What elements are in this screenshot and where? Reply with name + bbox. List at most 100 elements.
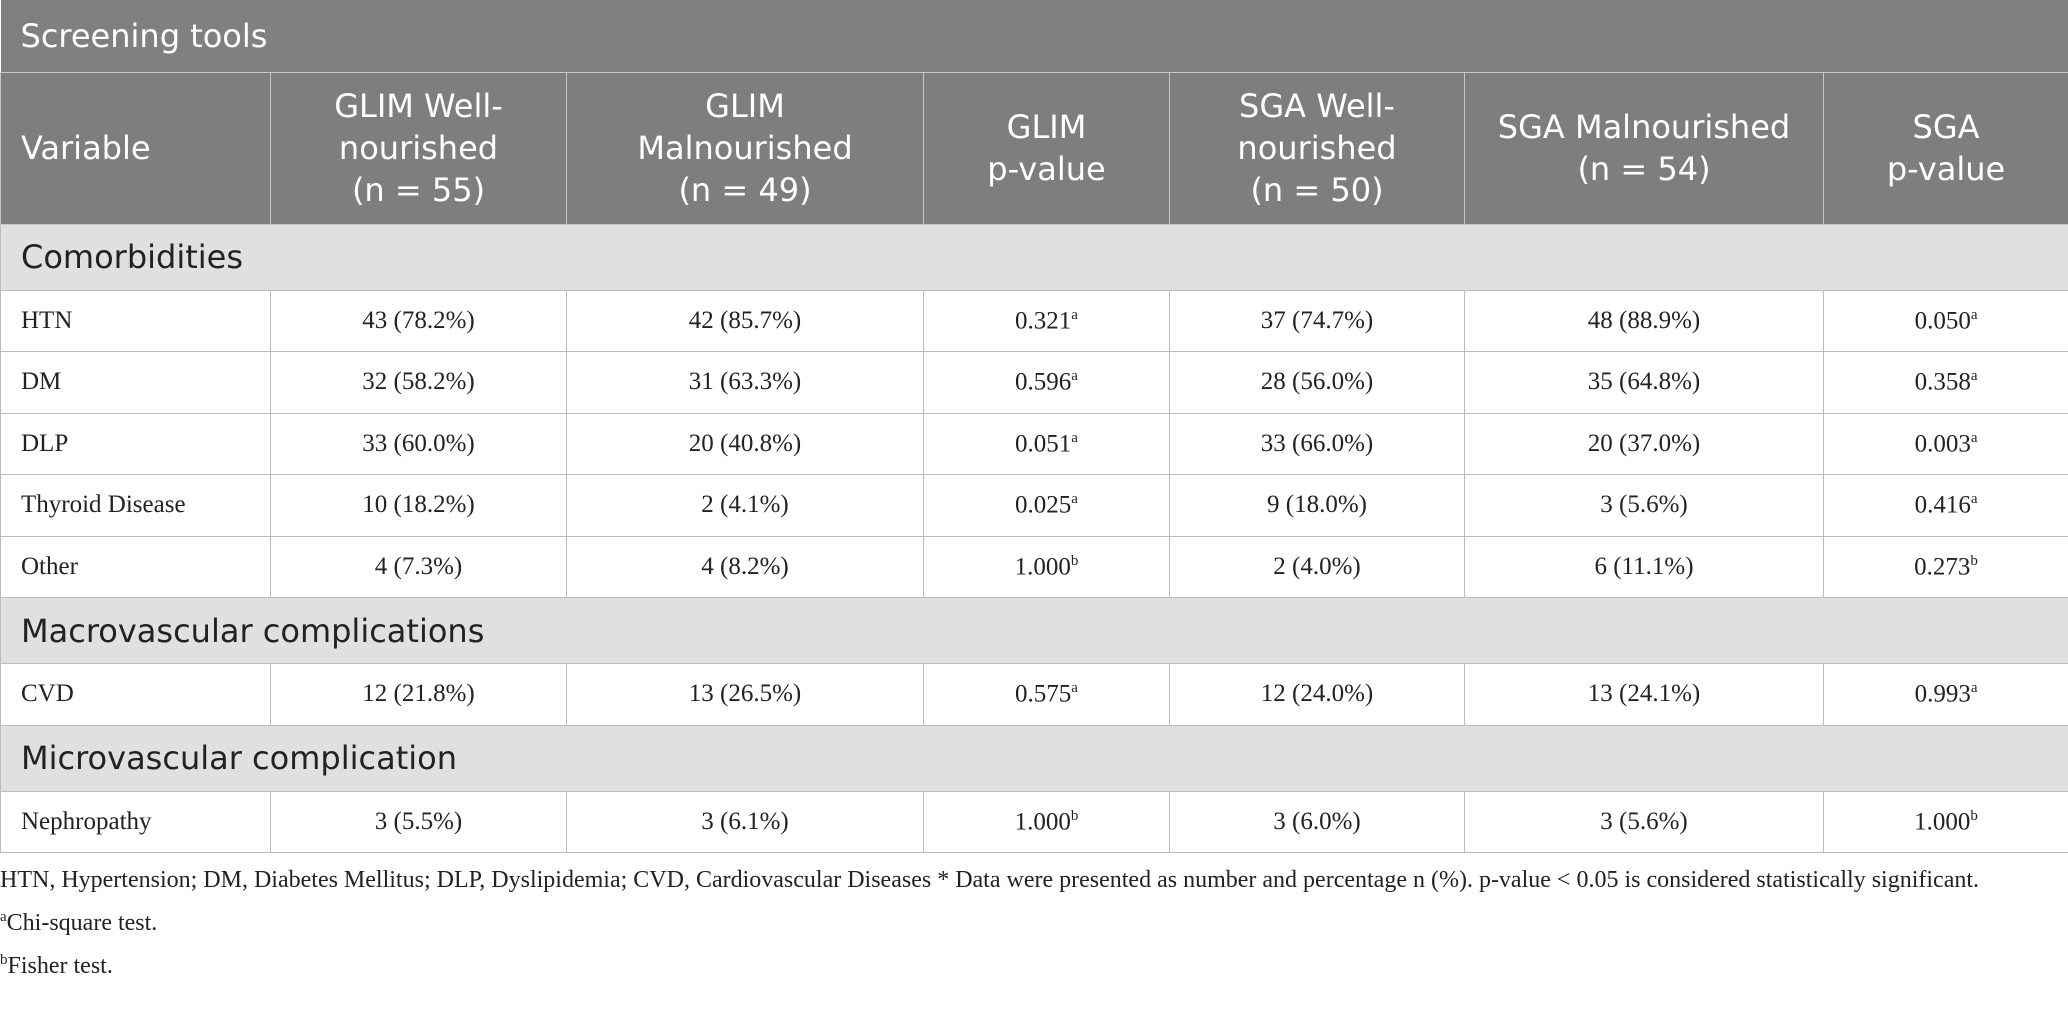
count-cell: 48 (88.9%): [1464, 289, 1824, 352]
note-marker: a: [1970, 306, 1978, 323]
note-text: Fisher test.: [7, 953, 113, 979]
p-value: 0.596: [1015, 368, 1072, 396]
p-value: 1.000: [1914, 807, 1971, 835]
header-line: SGA: [1912, 108, 1980, 146]
column-header: SGA p-value: [1822, 71, 2068, 225]
p-value: 0.575: [1015, 680, 1072, 708]
header-line: p-value: [1886, 150, 2006, 188]
p-value-cell: 0.358a: [1822, 351, 2068, 414]
header-line: Variable: [21, 129, 151, 167]
count-cell: 42 (85.7%): [566, 289, 924, 352]
variable-cell: Thyroid Disease: [0, 474, 271, 537]
header-line: GLIM Well-: [334, 87, 503, 125]
section-title: Macrovascular complications: [0, 597, 2068, 664]
header-line: (n = 49): [678, 171, 812, 209]
header-line: (n = 55): [351, 171, 486, 209]
p-value-cell: 0.051a: [923, 412, 1170, 475]
data-row: Nephropathy 3 (5.5%) 3 (6.1%) 1.000b 3 (6.0%…: [0, 790, 2068, 853]
note-marker: a: [1970, 491, 1978, 508]
note-marker: a: [1970, 429, 1978, 446]
section-row: Comorbidities: [0, 223, 2068, 291]
variable-cell: Nephropathy: [0, 790, 271, 853]
count-cell: 3 (6.0%): [1169, 790, 1465, 853]
column-header: GLIM p-value: [923, 71, 1170, 225]
count-cell: 13 (24.1%): [1464, 663, 1824, 726]
count-cell: 10 (18.2%): [270, 474, 567, 537]
data-row: Thyroid Disease 10 (18.2%) 2 (4.1%) 0.025a 9…: [0, 474, 2068, 537]
header-line: Malnourished: [637, 129, 853, 167]
data-row: DM 32 (58.2%) 31 (63.3%) 0.596a 28 (56.0%) 35…: [0, 351, 2068, 414]
footnote-note: aChi-square test.: [0, 899, 2060, 942]
count-cell: 3 (5.6%): [1464, 474, 1824, 537]
table: Screening tools Variable GLIM Well-nouris…: [0, 0, 2068, 853]
variable-cell: DM: [0, 351, 271, 414]
column-header: GLIM Malnourished (n = 49): [566, 71, 924, 225]
note-marker: a: [1071, 680, 1078, 697]
footnote-note: bFisher test.: [0, 942, 2060, 985]
footnote-text: HTN, Hypertension; DM, Diabetes Mellitus…: [0, 867, 1980, 893]
count-cell: 2 (4.1%): [566, 474, 924, 537]
note-marker: b: [1970, 807, 1978, 824]
count-cell: 37 (74.7%): [1169, 289, 1465, 352]
note-text: Chi-square test.: [6, 910, 158, 936]
footnotes: HTN, Hypertension; DM, Diabetes Mellitus…: [0, 862, 2060, 985]
count-cell: 35 (64.8%): [1464, 351, 1824, 414]
data-row: DLP 33 (60.0%) 20 (40.8%) 0.051a 33 (66.0%) 2…: [0, 412, 2068, 475]
table-title: Screening tools: [0, 0, 2068, 72]
header-line: SGA Well-: [1239, 87, 1395, 125]
count-cell: 33 (66.0%): [1169, 412, 1465, 475]
p-value-cell: 0.025a: [923, 474, 1170, 537]
data-row: Other 4 (7.3%) 4 (8.2%) 1.000b 2 (4.0%) 6 (11…: [0, 535, 2068, 598]
p-value: 0.993: [1914, 680, 1971, 708]
header-row: Variable GLIM Well-nourished (n = 55) GLIM M…: [0, 71, 2068, 225]
p-value: 0.025: [1015, 491, 1072, 519]
header-line: SGA Malnourished: [1497, 108, 1791, 146]
header-line: GLIM: [1006, 108, 1087, 146]
count-cell: 32 (58.2%): [270, 351, 567, 414]
variable-cell: DLP: [0, 412, 271, 475]
p-value: 0.416: [1914, 491, 1971, 519]
count-cell: 3 (6.1%): [566, 790, 924, 853]
note-marker: a: [1071, 491, 1078, 508]
p-value-cell: 0.575a: [923, 663, 1170, 726]
count-cell: 9 (18.0%): [1169, 474, 1465, 537]
count-cell: 20 (40.8%): [566, 412, 924, 475]
count-cell: 12 (24.0%): [1169, 663, 1465, 726]
column-header: SGA Well-nourished (n = 50): [1169, 71, 1465, 225]
count-cell: 20 (37.0%): [1464, 412, 1824, 475]
p-value: 0.358: [1914, 368, 1971, 396]
count-cell: 28 (56.0%): [1169, 351, 1465, 414]
section-row: Microvascular complication: [0, 724, 2068, 792]
p-value-cell: 0.321a: [923, 289, 1170, 352]
title-row: Screening tools: [0, 0, 2068, 72]
header-line: (n = 54): [1577, 150, 1711, 188]
p-value-cell: 0.003a: [1822, 412, 2068, 475]
count-cell: 43 (78.2%): [270, 289, 567, 352]
note-marker: a: [0, 909, 7, 925]
variable-cell: CVD: [0, 663, 271, 726]
count-cell: 6 (11.1%): [1464, 535, 1824, 598]
p-value: 1.000: [1014, 552, 1071, 580]
column-header: Variable: [0, 71, 271, 225]
count-cell: 31 (63.3%): [566, 351, 924, 414]
count-cell: 2 (4.0%): [1169, 535, 1465, 598]
note-marker: b: [1070, 807, 1079, 824]
note-marker: b: [1970, 552, 1978, 569]
section-title: Microvascular complication: [0, 724, 2068, 792]
note-marker: a: [1970, 680, 1978, 697]
p-value-cell: 1.000b: [1822, 790, 2068, 853]
p-value: 0.050: [1914, 306, 1971, 334]
p-value: 1.000: [1014, 807, 1071, 835]
count-cell: 3 (5.6%): [1464, 790, 1824, 853]
variable-cell: HTN: [0, 289, 271, 352]
note-marker: a: [1071, 368, 1078, 385]
header-line: GLIM: [705, 87, 785, 125]
p-value-cell: 0.050a: [1822, 289, 2068, 352]
column-header: SGA Malnourished (n = 54): [1464, 71, 1824, 225]
header-line: p-value: [987, 150, 1106, 188]
count-cell: 33 (60.0%): [270, 412, 567, 475]
section-title: Comorbidities: [0, 223, 2068, 291]
header-line: nourished: [1237, 129, 1397, 167]
data-row: CVD 12 (21.8%) 13 (26.5%) 0.575a 12 (24.0%) 1…: [0, 663, 2068, 726]
